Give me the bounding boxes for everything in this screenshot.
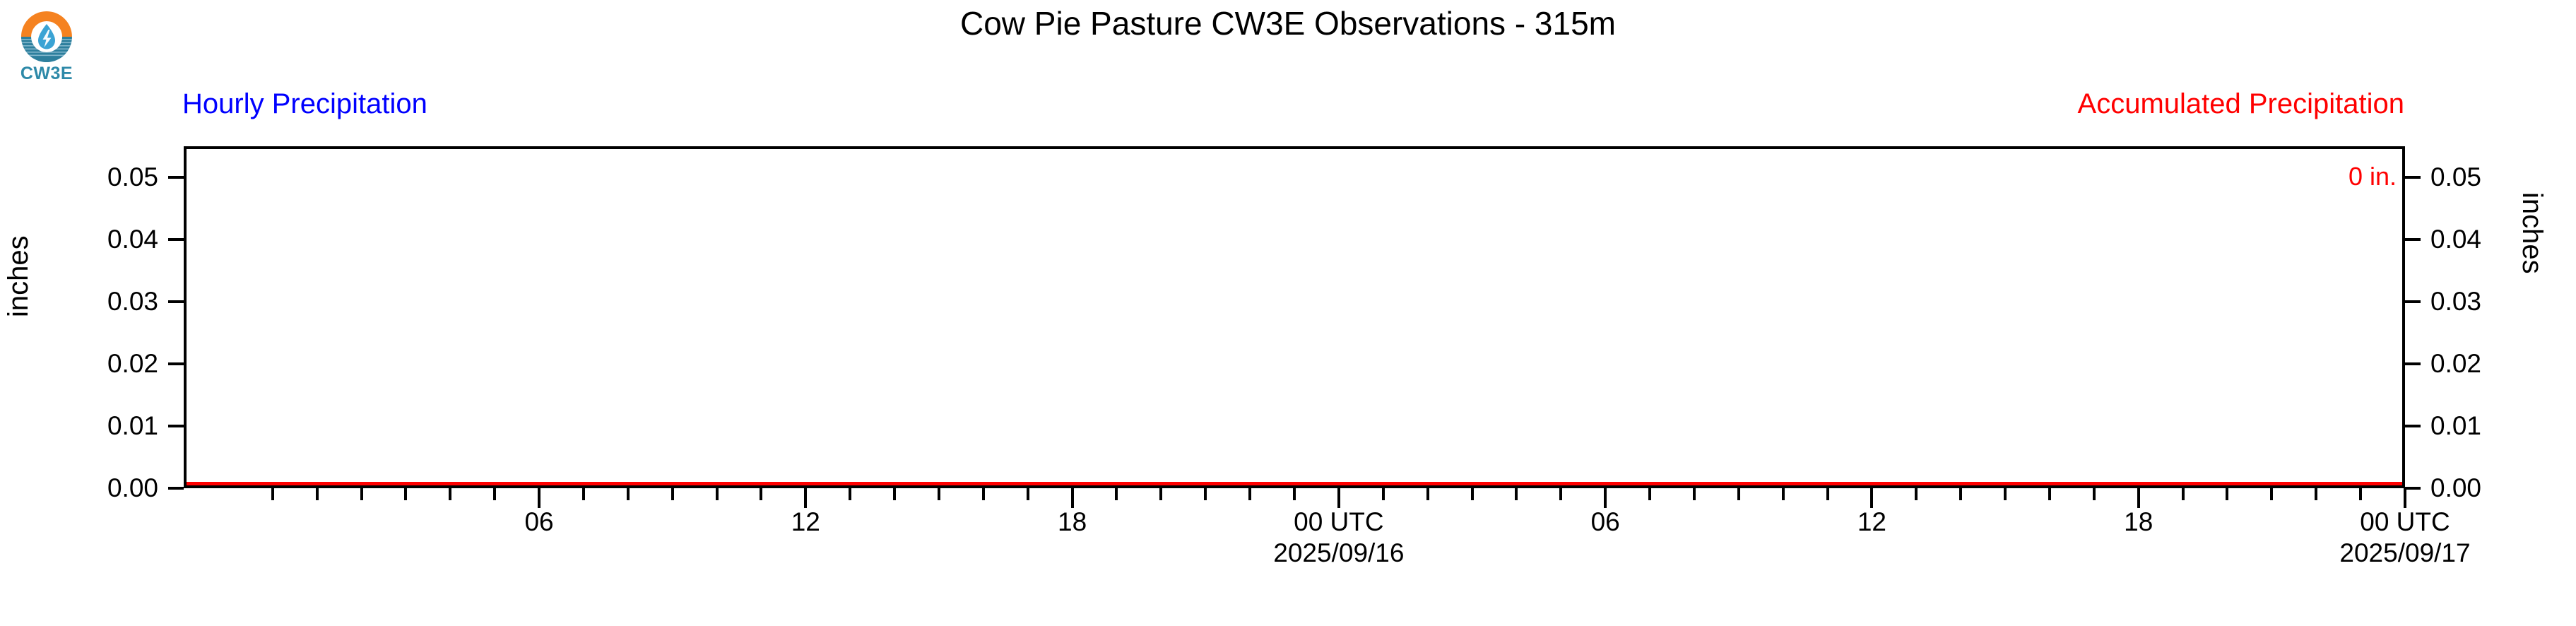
cw3e-logo: CW3E bbox=[10, 8, 83, 92]
x-tick-label: 00 UTC 2025/09/16 bbox=[1273, 507, 1405, 567]
tick-mark bbox=[168, 425, 184, 427]
y-tick-label: 0.05 bbox=[2430, 163, 2482, 191]
y-tick-label: 0.03 bbox=[107, 287, 158, 316]
tick-mark bbox=[404, 488, 408, 500]
tick-mark bbox=[1559, 488, 1563, 500]
y-axis-title-right: inches bbox=[2517, 192, 2548, 274]
tick-mark bbox=[2404, 488, 2406, 508]
cw3e-logo-text: CW3E bbox=[20, 64, 73, 83]
tick-mark bbox=[449, 488, 452, 500]
plot-area: 0 in. bbox=[184, 146, 2405, 488]
tick-mark bbox=[2092, 488, 2096, 500]
y-tick-label: 0.04 bbox=[107, 225, 158, 254]
tick-mark bbox=[493, 488, 497, 500]
x-tick-label: 18 bbox=[1058, 507, 1087, 536]
tick-mark bbox=[2048, 488, 2051, 500]
tick-mark bbox=[1159, 488, 1163, 500]
series-accumulated-precipitation bbox=[187, 482, 2402, 485]
tick-mark bbox=[804, 488, 808, 508]
tick-mark bbox=[1604, 488, 1607, 508]
tick-mark bbox=[2405, 425, 2421, 427]
tick-mark bbox=[1781, 488, 1785, 500]
tick-mark bbox=[1381, 488, 1385, 500]
tick-mark bbox=[626, 488, 630, 500]
tick-mark bbox=[1737, 488, 1740, 500]
accumulated-total-annotation: 0 in. bbox=[2348, 162, 2397, 191]
y-tick-label: 0.04 bbox=[2430, 225, 2482, 254]
x-tick-label: 00 UTC 2025/09/17 bbox=[2339, 507, 2471, 567]
tick-mark bbox=[1959, 488, 1963, 500]
tick-mark bbox=[937, 488, 940, 500]
tick-mark bbox=[981, 488, 985, 500]
x-tick-label: 12 bbox=[1857, 507, 1887, 536]
tick-mark bbox=[168, 176, 184, 179]
page-title: Cow Pie Pasture CW3E Observations - 315m bbox=[959, 5, 1617, 42]
tick-mark bbox=[1470, 488, 1474, 500]
x-tick-label: 06 bbox=[1590, 507, 1620, 536]
tick-mark bbox=[271, 488, 274, 500]
plot-inner: 0 in. bbox=[187, 149, 2402, 485]
tick-mark bbox=[2405, 238, 2421, 241]
y-axis-title-left: inches bbox=[3, 235, 34, 317]
y-tick-label: 0.02 bbox=[2430, 349, 2482, 378]
tick-mark bbox=[2405, 300, 2421, 303]
tick-mark bbox=[1870, 488, 1874, 508]
y-tick-label: 0.00 bbox=[2430, 473, 2482, 502]
tick-mark bbox=[1026, 488, 1029, 500]
tick-mark bbox=[1248, 488, 1252, 500]
tick-mark bbox=[2137, 488, 2140, 508]
tick-mark bbox=[1337, 488, 1340, 508]
y-tick-label: 0.01 bbox=[2430, 411, 2482, 440]
tick-mark bbox=[2405, 487, 2421, 490]
tick-mark bbox=[315, 488, 319, 500]
tick-mark bbox=[2405, 176, 2421, 179]
tick-mark bbox=[2226, 488, 2229, 500]
tick-mark bbox=[168, 300, 184, 303]
y-tick-label: 0.05 bbox=[107, 163, 158, 191]
tick-mark bbox=[1826, 488, 1829, 500]
tick-mark bbox=[1204, 488, 1207, 500]
tick-mark bbox=[1293, 488, 1296, 500]
tick-mark bbox=[1692, 488, 1696, 500]
tick-mark bbox=[168, 238, 184, 241]
tick-mark bbox=[715, 488, 719, 500]
tick-mark bbox=[670, 488, 674, 500]
tick-mark bbox=[2270, 488, 2274, 500]
legend-hourly-precipitation: Hourly Precipitation bbox=[182, 88, 427, 119]
tick-mark bbox=[1070, 488, 1074, 508]
tick-mark bbox=[2405, 362, 2421, 365]
y-tick-label: 0.01 bbox=[107, 411, 158, 440]
tick-mark bbox=[893, 488, 897, 500]
y-tick-label: 0.02 bbox=[107, 349, 158, 378]
tick-mark bbox=[1426, 488, 1429, 500]
tick-mark bbox=[168, 487, 184, 490]
tick-mark bbox=[538, 488, 541, 508]
legend-accumulated-precipitation: Accumulated Precipitation bbox=[2077, 88, 2404, 119]
tick-mark bbox=[1515, 488, 1518, 500]
tick-mark bbox=[1648, 488, 1652, 500]
tick-mark bbox=[2181, 488, 2185, 500]
x-tick-label: 18 bbox=[2124, 507, 2153, 536]
cw3e-logo-icon bbox=[20, 11, 72, 62]
tick-mark bbox=[1915, 488, 1918, 500]
tick-mark bbox=[360, 488, 363, 500]
y-tick-label: 0.03 bbox=[2430, 287, 2482, 316]
tick-mark bbox=[2359, 488, 2363, 500]
tick-mark bbox=[1115, 488, 1118, 500]
x-tick-label: 06 bbox=[524, 507, 554, 536]
tick-mark bbox=[168, 362, 184, 365]
tick-mark bbox=[760, 488, 763, 500]
tick-mark bbox=[581, 488, 585, 500]
tick-mark bbox=[2004, 488, 2007, 500]
tick-mark bbox=[2315, 488, 2318, 500]
y-tick-label: 0.00 bbox=[107, 473, 158, 502]
x-tick-label: 12 bbox=[791, 507, 820, 536]
tick-mark bbox=[849, 488, 852, 500]
